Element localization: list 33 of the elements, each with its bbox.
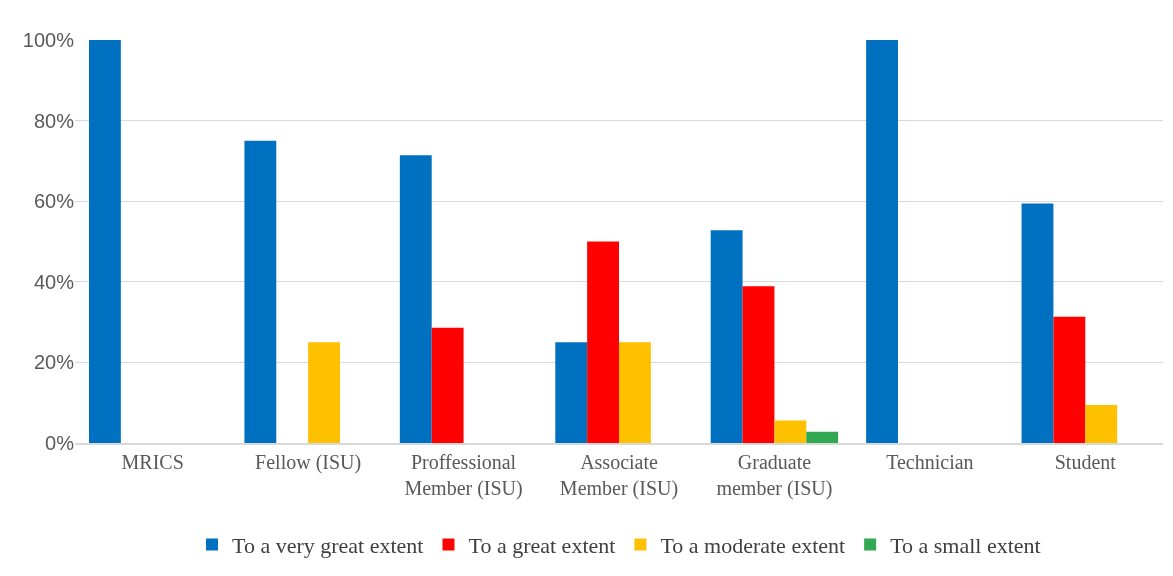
bar xyxy=(587,241,619,443)
bar xyxy=(774,420,807,443)
x-tick-label: Graduate member (ISU) xyxy=(716,451,833,500)
legend-label: To a moderate extent xyxy=(660,532,846,558)
y-tick-label: 60% xyxy=(33,190,75,213)
legend-label: To a great extent xyxy=(468,532,616,558)
bar xyxy=(244,140,277,443)
bar xyxy=(399,155,432,443)
bar xyxy=(866,40,898,443)
x-tick-label: Fellow (ISU) xyxy=(255,451,362,474)
x-tick-label: Student xyxy=(1054,451,1117,473)
bar xyxy=(710,230,743,443)
y-tick-label: 100% xyxy=(22,29,75,51)
y-tick-label: 40% xyxy=(33,270,75,293)
bar xyxy=(1053,316,1086,443)
y-tick-label: 20% xyxy=(33,351,75,374)
legend-label: To a very great extent xyxy=(232,532,424,558)
bar xyxy=(431,327,464,443)
legend-label: To a small extent xyxy=(890,532,1041,558)
y-tick-label: 80% xyxy=(33,109,75,132)
y-tick-label: 0% xyxy=(45,432,75,454)
x-tick-label: MRICS xyxy=(121,451,184,473)
bar xyxy=(555,342,588,443)
bar xyxy=(88,40,121,443)
bar xyxy=(1021,203,1054,443)
bar xyxy=(742,286,775,443)
x-tick-label: Proffessional Member (ISU) xyxy=(404,451,523,500)
x-tick-label: Technician xyxy=(886,451,974,473)
bar xyxy=(1085,405,1118,443)
bar xyxy=(806,431,839,443)
bar xyxy=(308,342,341,443)
x-tick-label: Associate Member (ISU) xyxy=(559,451,679,500)
bar xyxy=(619,342,651,443)
